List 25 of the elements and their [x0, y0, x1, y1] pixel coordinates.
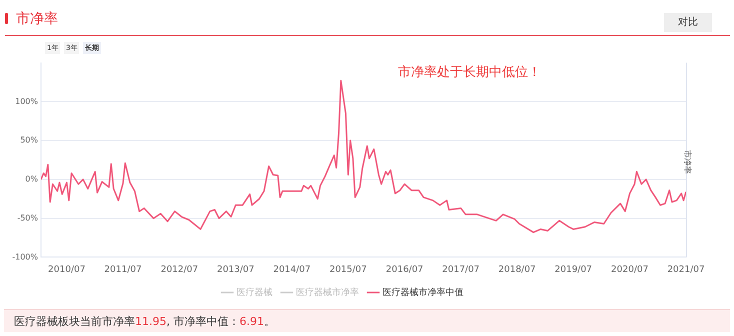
text: 对比 — [664, 13, 712, 32]
legend-label: 医疗器械 — [236, 286, 272, 298]
chart-title: 市净率 — [16, 10, 58, 28]
x-tick-label: 2011/07 — [104, 264, 142, 275]
x-tick-label: 2014/07 — [273, 264, 311, 275]
x-tick-label: 2018/07 — [498, 264, 536, 275]
x-tick-label: 2016/07 — [386, 264, 424, 275]
x-tick-label: 2012/07 — [160, 264, 198, 275]
y2-axis-title: 市净率 — [682, 150, 693, 174]
x-tick-label: 2019/07 — [554, 264, 592, 275]
x-tick-label: 2017/07 — [442, 264, 480, 275]
annotation: 市净率处于长期中低位！ — [398, 64, 541, 81]
x-tick-label: 2013/07 — [216, 264, 254, 275]
legend-label: 医疗器械市净率 — [296, 286, 359, 298]
y-tick-label: 0% — [25, 174, 38, 184]
text: 医疗器械板块当前市净率11.95, 市净率中值：6.91。 — [4, 309, 730, 332]
x-tick-label: 2015/07 — [329, 264, 367, 275]
legend-label: 医疗器械市净率中值 — [382, 286, 464, 298]
x-tick-label: 2021/07 — [667, 264, 705, 275]
y-tick-label: 50% — [20, 136, 38, 145]
y-tick-label: -50% — [17, 213, 38, 222]
x-tick-label: 2020/07 — [611, 264, 648, 275]
x-tick-label: 2010/07 — [48, 264, 86, 275]
y-tick-label: -100% — [12, 252, 38, 262]
y-tick-label: 100% — [15, 96, 38, 106]
